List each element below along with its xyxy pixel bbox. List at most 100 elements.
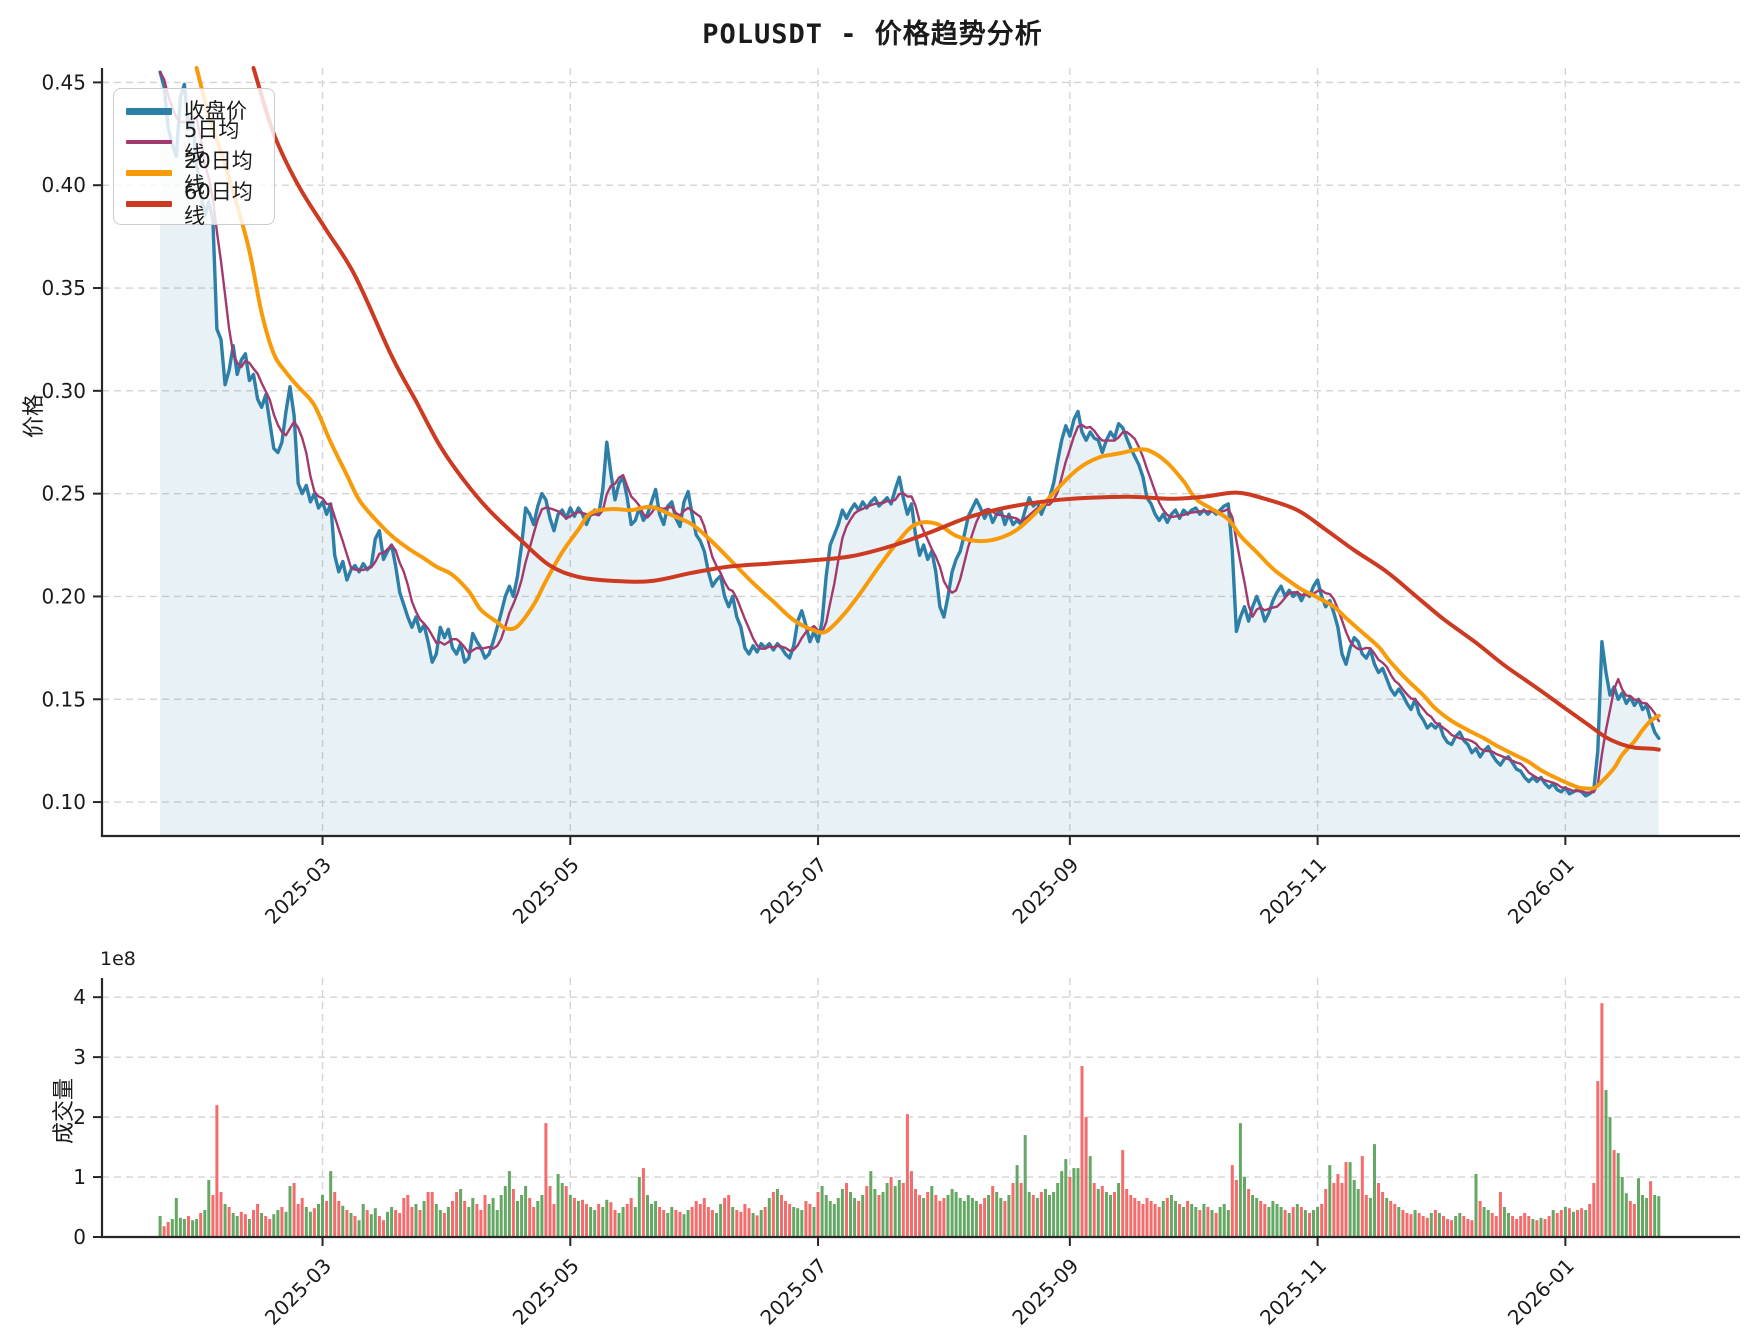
volume-bar — [451, 1201, 454, 1237]
volume-bar — [1486, 1210, 1490, 1237]
volume-bar — [495, 1210, 499, 1237]
volume-bar — [979, 1204, 982, 1237]
close-line-swatch — [126, 107, 172, 115]
volume-bar — [1454, 1216, 1458, 1237]
volume-bar — [930, 1186, 934, 1237]
volume-bar — [1413, 1210, 1417, 1237]
volume-bar — [1539, 1217, 1543, 1237]
volume-bar — [564, 1186, 568, 1237]
volume-bar — [625, 1204, 629, 1237]
volume-bar — [544, 1123, 548, 1237]
volume-bar — [784, 1201, 787, 1237]
volume-bar — [211, 1195, 215, 1237]
volume-bar — [755, 1215, 759, 1237]
volume-bar — [1169, 1195, 1173, 1237]
volume-bar — [1048, 1195, 1051, 1237]
volume-bar — [1624, 1193, 1628, 1237]
volume-bar — [816, 1192, 820, 1237]
volume-bar — [1628, 1201, 1632, 1237]
volume-bar — [1263, 1204, 1267, 1237]
volume-bar — [215, 1105, 219, 1237]
volume-bar — [1133, 1198, 1137, 1237]
volume-bar — [828, 1201, 832, 1237]
y-tick-label: 0.35 — [41, 276, 86, 300]
volume-bar — [1632, 1204, 1636, 1237]
volume-bar — [219, 1192, 223, 1237]
volume-bar — [751, 1213, 755, 1237]
volume-bar — [170, 1219, 174, 1237]
volume-bar — [479, 1210, 483, 1237]
volume-bar — [633, 1207, 637, 1237]
volume-bar — [1234, 1180, 1238, 1237]
ma20-line-swatch — [126, 170, 172, 176]
volume-bar — [743, 1204, 747, 1237]
volume-bar — [227, 1207, 231, 1237]
volume-bar — [252, 1210, 255, 1237]
volume-bar — [593, 1210, 597, 1237]
volume-bar — [1100, 1186, 1104, 1237]
chart-title: POLUSDT - 价格趋势分析 — [702, 19, 1043, 50]
volume-bar — [1389, 1201, 1393, 1237]
volume-bar — [857, 1201, 861, 1237]
volume-bar — [1563, 1207, 1567, 1237]
volume-bar — [1019, 1183, 1023, 1237]
volume-bar — [475, 1204, 479, 1237]
volume-bar — [1429, 1213, 1433, 1237]
volume-bar — [410, 1207, 414, 1237]
volume-bar — [1210, 1210, 1214, 1237]
ma5-line — [158, 70, 1660, 794]
volume-bar — [715, 1213, 718, 1237]
volume-bar — [438, 1210, 442, 1237]
volume-bar — [1612, 1150, 1616, 1237]
volume-bar — [686, 1210, 690, 1237]
volume-bar — [1478, 1201, 1482, 1237]
volume-bar — [373, 1208, 377, 1237]
volume-bar — [1056, 1183, 1060, 1237]
volume-bar — [1080, 1066, 1084, 1237]
volume-bar — [1255, 1198, 1259, 1237]
volume-bar — [321, 1195, 324, 1237]
volume-bar — [1218, 1207, 1222, 1237]
volume-bar — [1121, 1150, 1125, 1237]
volume-bar — [958, 1198, 962, 1237]
volume-bar — [1360, 1156, 1364, 1237]
volume-bar — [1267, 1207, 1271, 1237]
volume-bar — [1507, 1213, 1510, 1237]
volume-bar — [491, 1198, 495, 1237]
volume-bar — [1328, 1165, 1332, 1237]
volume-bar — [1515, 1219, 1519, 1237]
volume-bar — [1003, 1201, 1007, 1237]
volume-bar — [540, 1195, 544, 1237]
volume-bar — [678, 1211, 682, 1237]
volume-bar — [463, 1201, 467, 1237]
volume-bar — [511, 1189, 515, 1237]
volume-bar — [950, 1189, 954, 1237]
volume-bar — [808, 1204, 812, 1237]
y-tick-label: 0.20 — [41, 584, 86, 608]
volume-bar — [1547, 1216, 1551, 1237]
volume-bar — [1385, 1198, 1389, 1237]
volume-bar — [231, 1213, 235, 1237]
volume-bar — [934, 1195, 938, 1237]
volume-bar — [516, 1201, 519, 1237]
volume-bar — [1295, 1204, 1299, 1237]
volume-bar — [430, 1192, 434, 1237]
volume-bar — [1433, 1210, 1437, 1237]
ma20-line — [194, 66, 1661, 791]
volume-y-axis-label: 成交量 — [52, 1078, 77, 1145]
volume-bar — [434, 1204, 438, 1237]
volume-bar — [345, 1210, 349, 1237]
volume-bar — [1498, 1192, 1502, 1237]
volume-bar — [333, 1192, 337, 1237]
volume-bar — [1340, 1183, 1344, 1237]
volume-bar — [589, 1207, 593, 1237]
volume-bar — [914, 1189, 917, 1237]
volume-bars-group — [158, 1003, 1661, 1237]
ma60-line — [251, 66, 1661, 752]
volume-bar — [1474, 1174, 1478, 1237]
x-tick-label: 2025-05 — [508, 1254, 584, 1330]
volume-bar — [467, 1207, 471, 1237]
volume-bar — [296, 1204, 300, 1237]
x-tick-label: 2025-09 — [1007, 853, 1083, 929]
volume-bar — [1011, 1183, 1015, 1237]
